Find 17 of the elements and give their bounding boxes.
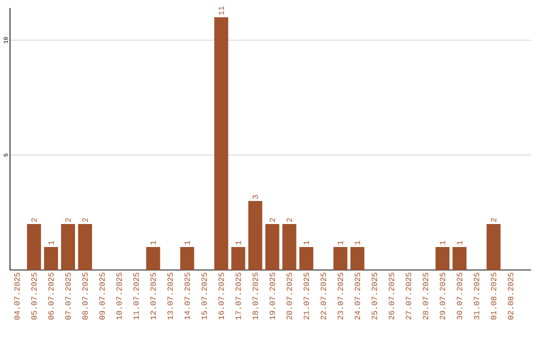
bar (61, 224, 76, 270)
bar (350, 247, 364, 270)
bar (78, 224, 92, 270)
bar (44, 247, 58, 270)
bar (452, 247, 466, 270)
bar (146, 247, 160, 270)
bar (231, 247, 246, 270)
bar (248, 201, 262, 270)
bar (282, 224, 296, 270)
bar (265, 224, 280, 270)
bar (299, 247, 314, 270)
bar (333, 247, 348, 270)
bar (436, 247, 450, 270)
bar (214, 17, 228, 270)
bar (27, 224, 41, 270)
bar (180, 247, 194, 270)
bar (486, 224, 501, 270)
